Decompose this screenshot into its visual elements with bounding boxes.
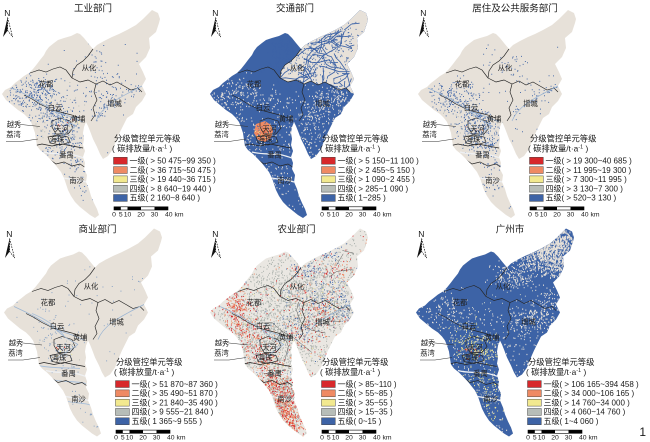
svg-text:0: 0 — [320, 211, 324, 218]
svg-text:N: N — [418, 229, 424, 239]
svg-text:四级( > 8 640~19 440 ): 四级( > 8 640~19 440 ) — [130, 183, 212, 193]
svg-text:10: 10 — [332, 435, 340, 442]
svg-text:分级管控单元等级: 分级管控单元等级 — [114, 134, 181, 144]
svg-text:10: 10 — [538, 435, 546, 442]
svg-text:商业部门: 商业部门 — [78, 223, 116, 235]
svg-text:农业部门: 农业部门 — [277, 223, 315, 235]
svg-text:N: N — [4, 8, 10, 18]
svg-text:三级( > 1 090~2 455 ): 三级( > 1 090~2 455 ) — [338, 174, 416, 184]
svg-text:四级( > 3 130~7 300 ): 四级( > 3 130~7 300 ) — [546, 183, 624, 193]
svg-text:10: 10 — [126, 435, 134, 442]
svg-text:二级( > 11 995~19 300 ): 二级( > 11 995~19 300 ) — [546, 165, 632, 175]
svg-text:0: 0 — [114, 435, 118, 442]
svg-text:分级管控单元等级: 分级管控单元等级 — [322, 357, 389, 367]
svg-text:三级( > 14 760~34 000 ): 三级( > 14 760~34 000 ) — [544, 397, 631, 407]
svg-text:一级( > 51 870~87 360 ): 一级( > 51 870~87 360 ) — [132, 379, 219, 389]
svg-text:( 碳排放量/t·a-1 ): ( 碳排放量/t·a-1 ) — [526, 367, 586, 377]
svg-text:5: 5 — [535, 211, 539, 218]
svg-text:一级( > 19 300~40 685 ): 一级( > 19 300~40 685 ) — [546, 156, 633, 166]
svg-text:20: 20 — [551, 435, 559, 442]
svg-text:30: 30 — [567, 211, 575, 218]
svg-text:二级( > 34 000~106 165 ): 二级( > 34 000~106 165 ) — [544, 388, 635, 398]
svg-text:20: 20 — [137, 211, 145, 218]
svg-text:广州市: 广州市 — [496, 223, 525, 235]
svg-text:40 km: 40 km — [373, 211, 392, 218]
svg-text:( 碳排放量/t·a-1 ): ( 碳排放量/t·a-1 ) — [320, 367, 380, 377]
svg-text:二级( > 2 455~5 150 ): 二级( > 2 455~5 150 ) — [338, 165, 416, 175]
svg-text:N: N — [420, 8, 426, 18]
svg-text:五级( 0~15 ): 五级( 0~15 ) — [338, 416, 382, 426]
svg-text:五级( 2 160~8 640 ): 五级( 2 160~8 640 ) — [130, 193, 201, 203]
svg-text:分级管控单元等级: 分级管控单元等级 — [116, 357, 183, 367]
svg-text:0: 0 — [320, 435, 324, 442]
svg-text:( 碳排放量/t·a-1 ): ( 碳排放量/t·a-1 ) — [114, 367, 174, 377]
svg-text:5: 5 — [119, 211, 123, 218]
svg-text:5: 5 — [121, 435, 125, 442]
svg-text:0: 0 — [112, 211, 116, 218]
svg-text:( 碳排放量/t·a-1 ): ( 碳排放量/t·a-1 ) — [320, 144, 380, 154]
svg-text:( 碳排放量/t·a-1 ): ( 碳排放量/t·a-1 ) — [112, 144, 172, 154]
svg-text:居住及公共服务部门: 居住及公共服务部门 — [472, 2, 558, 14]
svg-text:1: 1 — [639, 425, 646, 439]
svg-text:三级( > 35~55 ): 三级( > 35~55 ) — [338, 397, 393, 407]
svg-text:N: N — [212, 229, 218, 239]
svg-text:分级管控单元等级: 分级管控单元等级 — [322, 134, 389, 144]
svg-text:0: 0 — [528, 211, 532, 218]
svg-text:20: 20 — [345, 435, 353, 442]
svg-text:三级( > 7 300~11 995 ): 三级( > 7 300~11 995 ) — [546, 174, 628, 184]
svg-text:五级( 1~285 ): 五级( 1~285 ) — [338, 193, 387, 203]
svg-text:30: 30 — [151, 211, 159, 218]
svg-text:40 km: 40 km — [165, 211, 184, 218]
svg-text:30: 30 — [359, 435, 367, 442]
svg-text:N: N — [212, 8, 218, 18]
svg-text:四级( > 15~35 ): 四级( > 15~35 ) — [338, 407, 393, 417]
svg-text:20: 20 — [139, 435, 147, 442]
svg-text:10: 10 — [124, 211, 132, 218]
svg-text:交通部门: 交通部门 — [276, 2, 314, 14]
svg-text:10: 10 — [332, 211, 340, 218]
svg-text:二级( > 35 490~51 870 ): 二级( > 35 490~51 870 ) — [132, 388, 219, 398]
svg-text:四级( > 4 060~14 760 ): 四级( > 4 060~14 760 ) — [544, 407, 626, 417]
svg-text:5: 5 — [327, 211, 331, 218]
svg-text:40 km: 40 km — [579, 435, 598, 442]
svg-text:三级( > 19 440~36 715 ): 三级( > 19 440~36 715 ) — [130, 174, 217, 184]
svg-text:N: N — [6, 229, 12, 239]
svg-text:40 km: 40 km — [581, 211, 600, 218]
svg-text:五级( 1 365~9 555 ): 五级( 1 365~9 555 ) — [132, 416, 203, 426]
svg-text:分级管控单元等级: 分级管控单元等级 — [530, 134, 597, 144]
svg-text:30: 30 — [153, 435, 161, 442]
svg-text:三级( > 21 840~35 490 ): 三级( > 21 840~35 490 ) — [132, 397, 219, 407]
svg-text:工业部门: 工业部门 — [74, 2, 112, 14]
svg-text:( 碳排放量/t·a-1 ): ( 碳排放量/t·a-1 ) — [528, 144, 588, 154]
svg-text:一级( > 85~110 ): 一级( > 85~110 ) — [338, 379, 397, 389]
svg-text:30: 30 — [359, 211, 367, 218]
svg-text:一级( > 50 475~99 350 ): 一级( > 50 475~99 350 ) — [130, 156, 217, 166]
svg-text:5: 5 — [533, 435, 537, 442]
svg-text:一级( > 106 165~394 458 ): 一级( > 106 165~394 458 ) — [544, 379, 640, 389]
svg-text:分级管控单元等级: 分级管控单元等级 — [528, 357, 595, 367]
svg-text:20: 20 — [345, 211, 353, 218]
svg-text:40 km: 40 km — [167, 435, 186, 442]
svg-text:二级( > 36 715~50 475 ): 二级( > 36 715~50 475 ) — [130, 165, 217, 175]
svg-text:一级( > 5 150~11 100 ): 一级( > 5 150~11 100 ) — [338, 156, 420, 166]
svg-text:五级( > 520~3 130 ): 五级( > 520~3 130 ) — [546, 193, 617, 203]
svg-text:5: 5 — [327, 435, 331, 442]
svg-text:40 km: 40 km — [373, 435, 392, 442]
svg-text:30: 30 — [565, 435, 573, 442]
svg-text:四级( > 285~1 090 ): 四级( > 285~1 090 ) — [338, 183, 409, 193]
svg-text:10: 10 — [540, 211, 548, 218]
svg-text:0: 0 — [526, 435, 530, 442]
svg-text:二级( > 55~85 ): 二级( > 55~85 ) — [338, 388, 393, 398]
svg-text:五级( 1~4 060 ): 五级( 1~4 060 ) — [544, 416, 599, 426]
svg-text:四级( > 9 555~21 840 ): 四级( > 9 555~21 840 ) — [132, 407, 214, 417]
svg-text:20: 20 — [553, 211, 561, 218]
